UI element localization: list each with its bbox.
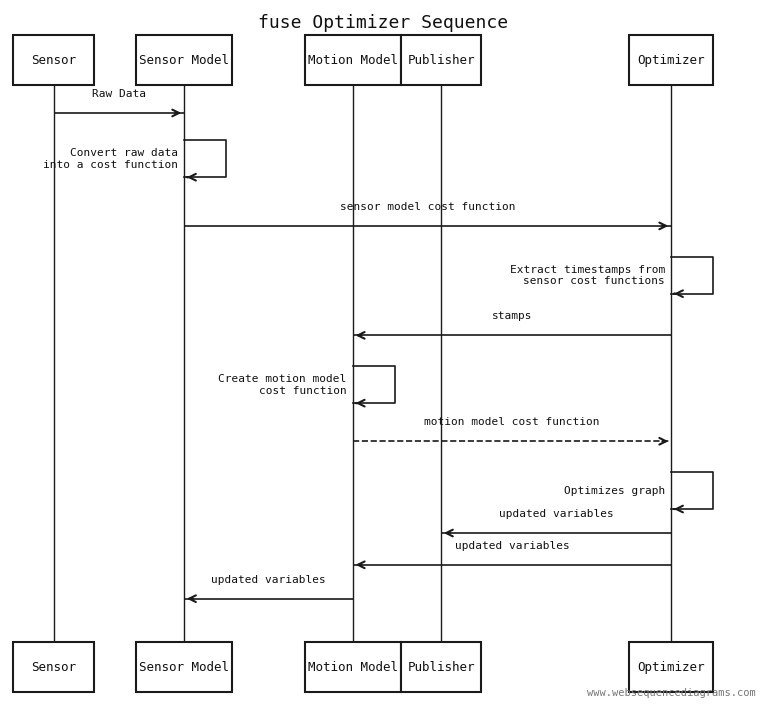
Text: Publisher: Publisher xyxy=(407,661,475,674)
Text: Publisher: Publisher xyxy=(407,54,475,66)
Text: sensor model cost function: sensor model cost function xyxy=(340,202,515,212)
Text: stamps: stamps xyxy=(492,311,532,321)
FancyBboxPatch shape xyxy=(136,35,232,85)
FancyBboxPatch shape xyxy=(136,642,232,692)
Text: Extract timestamps from
sensor cost functions: Extract timestamps from sensor cost func… xyxy=(510,265,665,286)
Text: fuse Optimizer Sequence: fuse Optimizer Sequence xyxy=(258,13,509,32)
Text: Motion Model: Motion Model xyxy=(308,54,398,66)
Text: Create motion model
cost function: Create motion model cost function xyxy=(219,374,347,395)
Text: updated variables: updated variables xyxy=(455,541,569,551)
FancyBboxPatch shape xyxy=(304,35,400,85)
Text: Sensor Model: Sensor Model xyxy=(139,661,229,674)
Text: Motion Model: Motion Model xyxy=(308,661,398,674)
Text: Raw Data: Raw Data xyxy=(92,89,146,99)
Text: Optimizer: Optimizer xyxy=(637,54,705,66)
FancyBboxPatch shape xyxy=(14,642,94,692)
Text: Sensor: Sensor xyxy=(31,54,76,66)
FancyBboxPatch shape xyxy=(629,35,713,85)
Text: Convert raw data
into a cost function: Convert raw data into a cost function xyxy=(43,148,178,169)
Text: Optimizer: Optimizer xyxy=(637,661,705,674)
FancyBboxPatch shape xyxy=(304,642,400,692)
Text: updated variables: updated variables xyxy=(211,575,326,585)
Text: Sensor Model: Sensor Model xyxy=(139,54,229,66)
Text: www.websequencediagrams.com: www.websequencediagrams.com xyxy=(587,688,755,698)
FancyBboxPatch shape xyxy=(400,35,482,85)
Text: motion model cost function: motion model cost function xyxy=(424,417,600,427)
Text: Optimizes graph: Optimizes graph xyxy=(564,486,665,496)
Text: updated variables: updated variables xyxy=(499,509,614,519)
FancyBboxPatch shape xyxy=(14,35,94,85)
FancyBboxPatch shape xyxy=(629,642,713,692)
Text: Sensor: Sensor xyxy=(31,661,76,674)
FancyBboxPatch shape xyxy=(400,642,482,692)
